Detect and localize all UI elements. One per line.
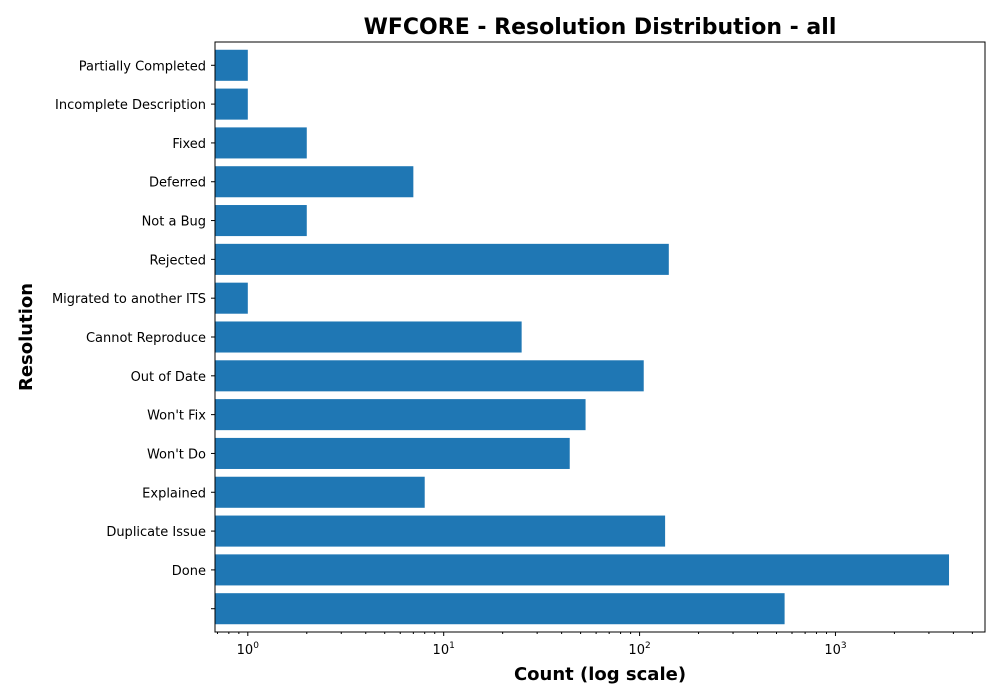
bar (215, 166, 414, 198)
y-tick-label: Done (172, 564, 206, 579)
bar (215, 282, 248, 314)
x-tick-label: 102 (628, 641, 650, 658)
y-tick-label: Out of Date (131, 370, 206, 385)
bar (215, 205, 307, 237)
bars-group (215, 49, 950, 625)
bar (215, 554, 950, 586)
x-tick-label: 103 (824, 641, 846, 658)
y-tick-label: Cannot Reproduce (86, 331, 206, 346)
y-ticks-group: Done Duplicate Issue Explained Won't Do Won'… (52, 59, 215, 610)
plot-frame (214, 41, 986, 633)
y-axis-label: Resolution (16, 283, 37, 391)
bar (215, 127, 307, 159)
bar (215, 243, 669, 275)
y-tick-label: Not a Bug (142, 215, 206, 230)
y-tick-label: Explained (142, 486, 206, 501)
x-axis-label: Count (log scale) (514, 664, 686, 685)
y-tick-label: Rejected (149, 253, 206, 268)
bar (215, 88, 248, 120)
x-tick-label: 100 (237, 641, 260, 658)
y-tick-label: Duplicate Issue (106, 525, 206, 540)
bar (215, 515, 666, 547)
chart-title: WFCORE - Resolution Distribution - all (364, 15, 837, 40)
y-tick-label: Won't Fix (147, 409, 206, 424)
y-tick-label: Deferred (149, 176, 206, 191)
bar (215, 360, 644, 392)
bar (215, 399, 586, 431)
y-tick-label: Incomplete Description (55, 98, 206, 113)
bar (215, 49, 248, 81)
y-tick-label: Fixed (172, 137, 206, 152)
x-tick-label: 101 (433, 641, 455, 658)
x-ticks-group: 100 101 102 103 (216, 632, 973, 658)
bar (215, 437, 570, 469)
y-tick-label: Won't Do (147, 447, 206, 462)
bar (215, 593, 785, 625)
y-tick-label: Partially Completed (79, 59, 206, 74)
y-tick-label: Migrated to another ITS (52, 292, 206, 307)
bar (215, 321, 522, 353)
bar (215, 476, 425, 508)
